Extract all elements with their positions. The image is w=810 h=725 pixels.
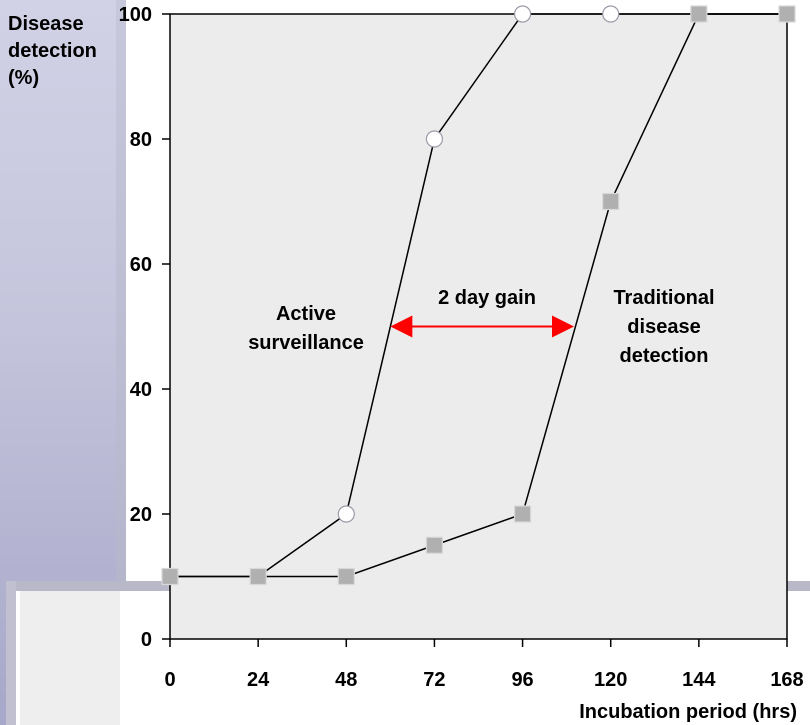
y-axis-label: Disease detection (%) (8, 13, 97, 89)
slide-background-bottom-left (6, 581, 16, 725)
x-axis-label: Incubation period (hrs) (579, 701, 797, 723)
gain-arrow-head-left (390, 315, 413, 338)
traditional-detection-label: Traditional disease detection (613, 287, 714, 367)
y-tick-label: 40 (130, 379, 152, 401)
data-point-active (425, 130, 444, 148)
x-tick-label: 0 (164, 669, 175, 691)
y-axis-label-line: (%) (8, 67, 39, 89)
data-point-traditional (249, 567, 267, 586)
active-label-line: Active (276, 303, 336, 325)
data-point-traditional (602, 192, 620, 211)
data-point-traditional (337, 567, 355, 586)
data-point-active (513, 5, 532, 23)
series-line-2 (170, 13, 787, 578)
x-tick-label: 24 (247, 669, 270, 691)
y-tick-label: 0 (141, 629, 152, 651)
x-tick-label: 48 (335, 669, 357, 691)
gain-arrow-head-right (551, 315, 574, 338)
y-axis-label-line: detection (8, 40, 97, 62)
active-label-line: surveillance (248, 332, 364, 354)
data-point-active (337, 505, 355, 523)
slide-background-panel (20, 591, 120, 725)
x-tick-label: 144 (682, 669, 716, 691)
series-line-1 (170, 13, 787, 578)
axes (162, 13, 788, 647)
x-tick-label: 96 (511, 669, 533, 691)
data-point-active (602, 5, 620, 23)
y-tick-label: 20 (130, 504, 152, 526)
y-tick-label: 80 (130, 129, 152, 151)
data-point-traditional (690, 5, 708, 23)
x-tick-label: 72 (423, 669, 445, 691)
data-point-traditional (161, 567, 179, 586)
x-tick-label: 168 (770, 669, 803, 691)
data-point-traditional (778, 5, 796, 23)
series-layer (161, 5, 796, 586)
x-tick-label: 120 (594, 669, 627, 691)
y-axis-label-line: Disease (8, 13, 84, 35)
slide-background-stripe (116, 0, 126, 725)
y-tick-label: 60 (130, 254, 152, 276)
data-point-traditional (513, 505, 532, 523)
traditional-label-line: detection (620, 345, 709, 367)
traditional-label-line: disease (627, 316, 700, 338)
data-point-traditional (425, 536, 444, 554)
gain-label: 2 day gain (438, 287, 536, 309)
labels-layer: 0 20 40 60 80 100 0 24 48 72 96 120 144 168 Incubation… (8, 4, 804, 723)
traditional-label-line: Traditional (613, 287, 714, 309)
y-tick-label: 100 (119, 4, 152, 26)
active-surveillance-label: Active surveillance (248, 303, 364, 354)
